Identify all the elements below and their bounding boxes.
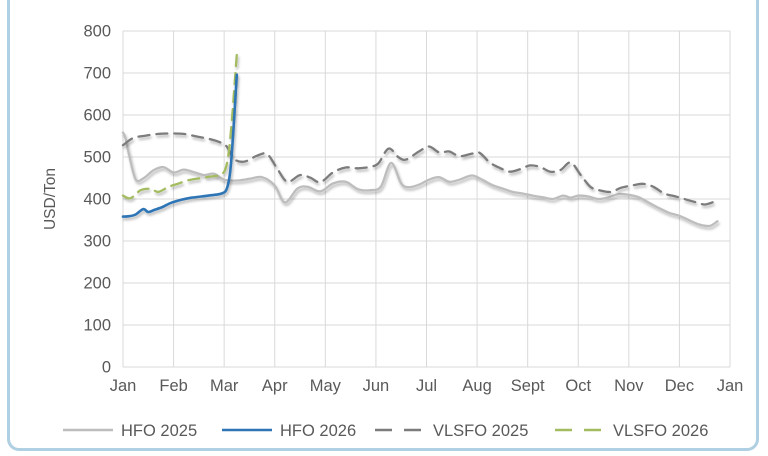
legend-label: VLSFO 2025 [433, 422, 528, 440]
y-tick-label: 800 [83, 23, 111, 41]
series-line-hfo-2025 [121, 131, 719, 228]
x-tick-label: Oct [565, 377, 591, 395]
y-tick-label: 600 [83, 107, 111, 125]
series-line-vlsfo-2026 [121, 53, 238, 200]
y-tick-label: 200 [83, 275, 111, 293]
y-tick-label: 700 [83, 65, 111, 83]
x-tick-label: Dec [665, 377, 694, 395]
x-tick-label: Feb [159, 377, 187, 395]
legend-label: HFO 2025 [121, 422, 197, 440]
legend-label: HFO 2026 [280, 422, 356, 440]
y-tick-label: 100 [83, 317, 111, 335]
x-tick-label: Jul [416, 377, 437, 395]
y-tick-label: 400 [83, 191, 111, 209]
y-tick-label: 500 [83, 149, 111, 167]
y-tick-label: 300 [83, 233, 111, 251]
x-tick-label: Sept [511, 377, 545, 395]
x-tick-label: May [310, 377, 342, 395]
x-tick-label: Mar [210, 377, 239, 395]
legend: HFO 2025 HFO 2026 VLSFO 2025 VLSFO 2026 [63, 422, 708, 440]
gridlines [122, 30, 731, 368]
x-axis-tick-labels: Jan Feb Mar Apr May Jun Jul Aug Sept Oct Nov Dec Jan [110, 377, 744, 395]
y-axis-title: USD/Ton [42, 168, 59, 230]
y-tick-label: 0 [102, 359, 111, 377]
x-tick-label: Nov [614, 377, 644, 395]
x-tick-label: Jan [110, 377, 137, 395]
x-tick-label: Aug [462, 377, 491, 395]
legend-item-vlsfo-2026: VLSFO 2026 [555, 422, 708, 440]
series-line-hfo-2026 [121, 73, 239, 218]
y-axis-tick-labels: 0 100 200 300 400 500 600 700 800 [83, 23, 111, 377]
legend-label: VLSFO 2026 [613, 422, 708, 440]
legend-item-hfo-2025: HFO 2025 [63, 422, 197, 440]
x-tick-label: Apr [262, 377, 288, 395]
legend-item-hfo-2026: HFO 2026 [222, 422, 356, 440]
legend-item-vlsfo-2025: VLSFO 2025 [375, 422, 528, 440]
x-tick-label: Jan [717, 377, 744, 395]
x-tick-label: Jun [363, 377, 390, 395]
